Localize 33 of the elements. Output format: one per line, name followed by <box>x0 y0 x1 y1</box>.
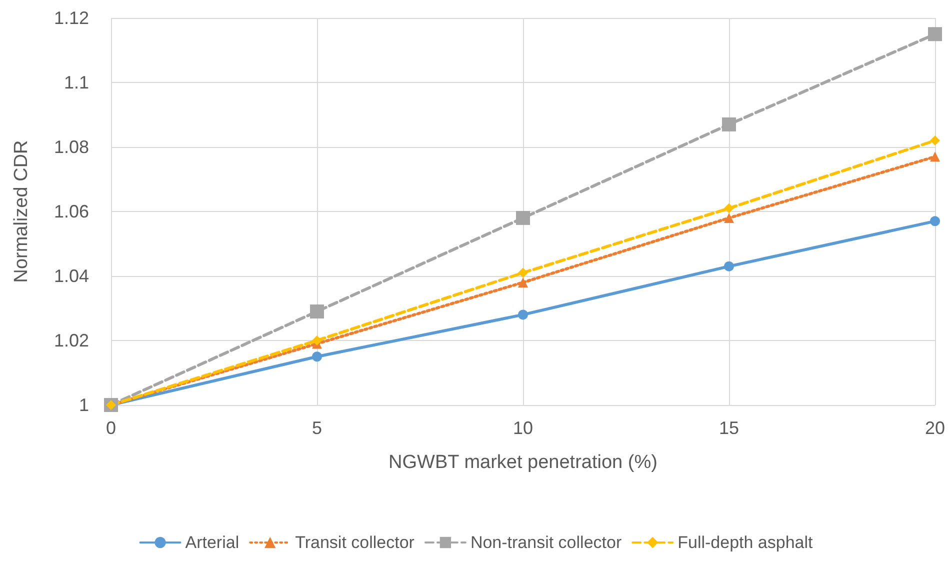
y-tick-label: 1 <box>78 395 89 415</box>
point <box>516 210 530 225</box>
legend-label: Full-depth asphalt <box>678 533 814 552</box>
y-axis-title: Normalized CDR <box>11 140 32 283</box>
point <box>518 277 528 288</box>
x-tick-label: 5 <box>312 418 322 438</box>
point <box>722 117 736 132</box>
point <box>724 203 734 214</box>
point <box>310 304 324 318</box>
point <box>312 352 322 362</box>
point <box>930 216 940 226</box>
y-tick-label: 1.06 <box>54 202 89 222</box>
x-tick-label: 10 <box>512 418 534 438</box>
y-tick-label: 1.1 <box>64 72 89 92</box>
legend-label: Arterial <box>185 533 240 552</box>
y-tick-label: 1.12 <box>54 8 89 28</box>
x-axis-title: NGWBT market penetration (%) <box>388 452 658 473</box>
point <box>928 27 942 42</box>
y-tick-label: 1.04 <box>54 266 89 286</box>
x-tick-label: 15 <box>718 418 740 438</box>
point <box>518 268 528 278</box>
point <box>930 152 940 162</box>
point <box>724 212 734 223</box>
x-tick-label: 20 <box>924 418 946 438</box>
legend-label: Non-transit collector <box>470 533 622 552</box>
point <box>312 336 322 346</box>
y-tick-label: 1.08 <box>54 137 89 157</box>
point <box>930 136 940 146</box>
point <box>518 310 528 320</box>
y-tick-label: 1.02 <box>54 330 89 350</box>
legend-label: Transit collector <box>295 533 415 552</box>
point <box>724 261 734 272</box>
x-tick-label: 0 <box>106 418 116 438</box>
